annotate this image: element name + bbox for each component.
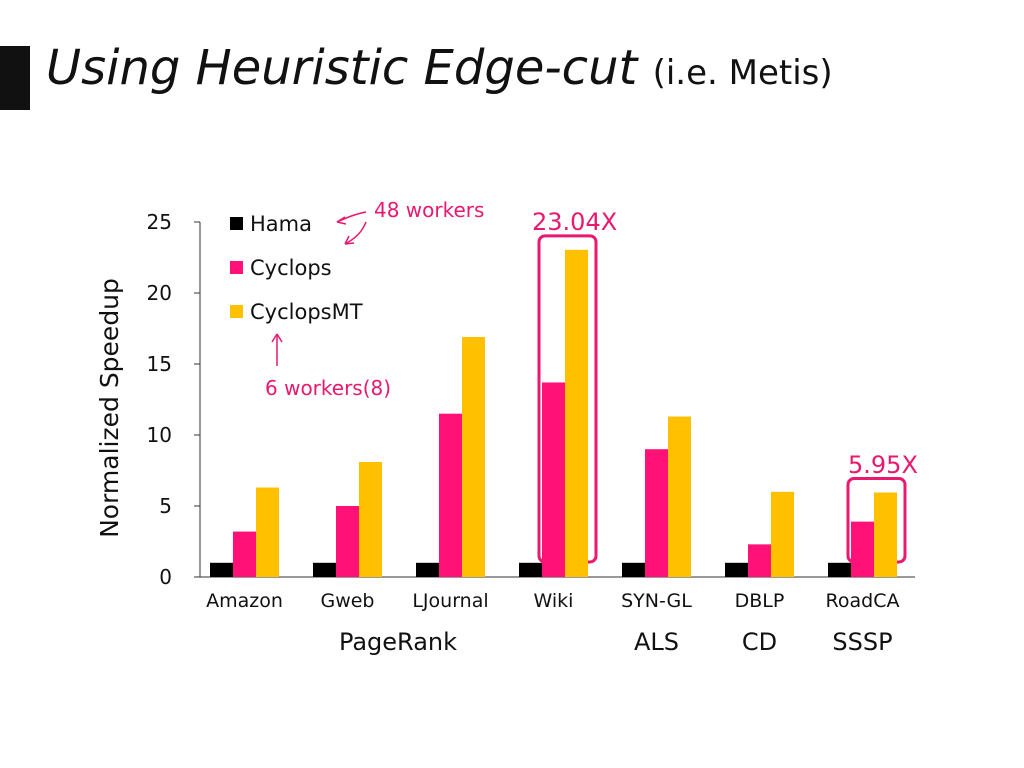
annotation-roadca-speedup: 5.95X (848, 451, 918, 479)
bar-cyclopsmt-dblp (771, 491, 794, 577)
y-tick-label: 0 (159, 565, 172, 589)
x-tick-label: Amazon (206, 590, 283, 612)
annotation-6-workers: 6 workers(8) (265, 376, 391, 400)
bar-hama-ljournal (416, 562, 439, 577)
x-tick-label: RoadCA (826, 590, 900, 612)
arrowhead (344, 235, 355, 245)
bar-cyclopsmt-gweb (359, 461, 382, 577)
y-tick-label: 5 (159, 494, 172, 518)
x-tick-label: DBLP (735, 590, 785, 612)
legend-label-cyclopsmt: CyclopsMT (250, 300, 363, 324)
y-tick-label: 20 (147, 281, 172, 305)
bar-cyclops-wiki (542, 382, 565, 577)
arrow-48-to-cyclops (344, 221, 367, 245)
bar-cyclops-dblp (748, 544, 771, 577)
legend-swatch-hama (230, 217, 243, 230)
x-tick-label: SYN-GL (621, 590, 692, 612)
annotation-wiki-speedup: 23.04X (532, 208, 617, 236)
bar-hama-dblp (725, 562, 748, 577)
title-main: Using Heuristic Edge-cut (46, 40, 638, 96)
bar-cyclopsmt-amazon (256, 487, 279, 577)
bar-cyclopsmt-wiki (565, 249, 588, 577)
slide-title: Using Heuristic Edge-cut (i.e. Metis) (46, 40, 833, 96)
bar-cyclopsmt-syn-gl (668, 416, 691, 577)
bar-hama-wiki (519, 562, 542, 577)
x-tick-label: Wiki (534, 590, 574, 612)
legend-swatch-cyclopsmt (230, 305, 243, 318)
bar-cyclops-gweb (336, 506, 359, 577)
y-tick-label: 25 (147, 210, 172, 234)
bar-cyclops-amazon (233, 531, 256, 577)
legend-swatch-cyclops (230, 261, 243, 274)
x-tick-label: LJournal (412, 590, 488, 612)
arrow-48-to-hama (336, 211, 367, 223)
bar-hama-gweb (313, 562, 336, 577)
group-label: PageRank (339, 628, 457, 656)
group-label: SSSP (832, 628, 892, 656)
bar-cyclopsmt-roadca (874, 492, 897, 577)
group-label: CD (742, 628, 777, 656)
bar-hama-syn-gl (622, 562, 645, 577)
bar-cyclops-ljournal (439, 413, 462, 577)
group-label: ALS (634, 628, 679, 656)
x-tick-label: Gweb (320, 590, 374, 612)
arrowhead (271, 333, 283, 343)
bar-cyclops-syn-gl (645, 449, 668, 577)
arrowhead (336, 216, 347, 225)
bar-cyclopsmt-ljournal (462, 337, 485, 577)
y-axis-label: Normalized Speedup (95, 278, 124, 538)
y-tick-label: 10 (147, 423, 172, 447)
annotation-48-workers: 48 workers (374, 198, 484, 222)
legend-label-cyclops: Cyclops (250, 256, 332, 280)
title-accent-bar (0, 46, 30, 110)
bar-hama-amazon (210, 562, 233, 577)
legend-label-hama: Hama (250, 212, 312, 236)
title-suffix: (i.e. Metis) (652, 53, 833, 93)
bar-hama-roadca (828, 562, 851, 577)
bar-cyclops-roadca (851, 521, 874, 577)
y-tick-label: 15 (147, 352, 172, 376)
